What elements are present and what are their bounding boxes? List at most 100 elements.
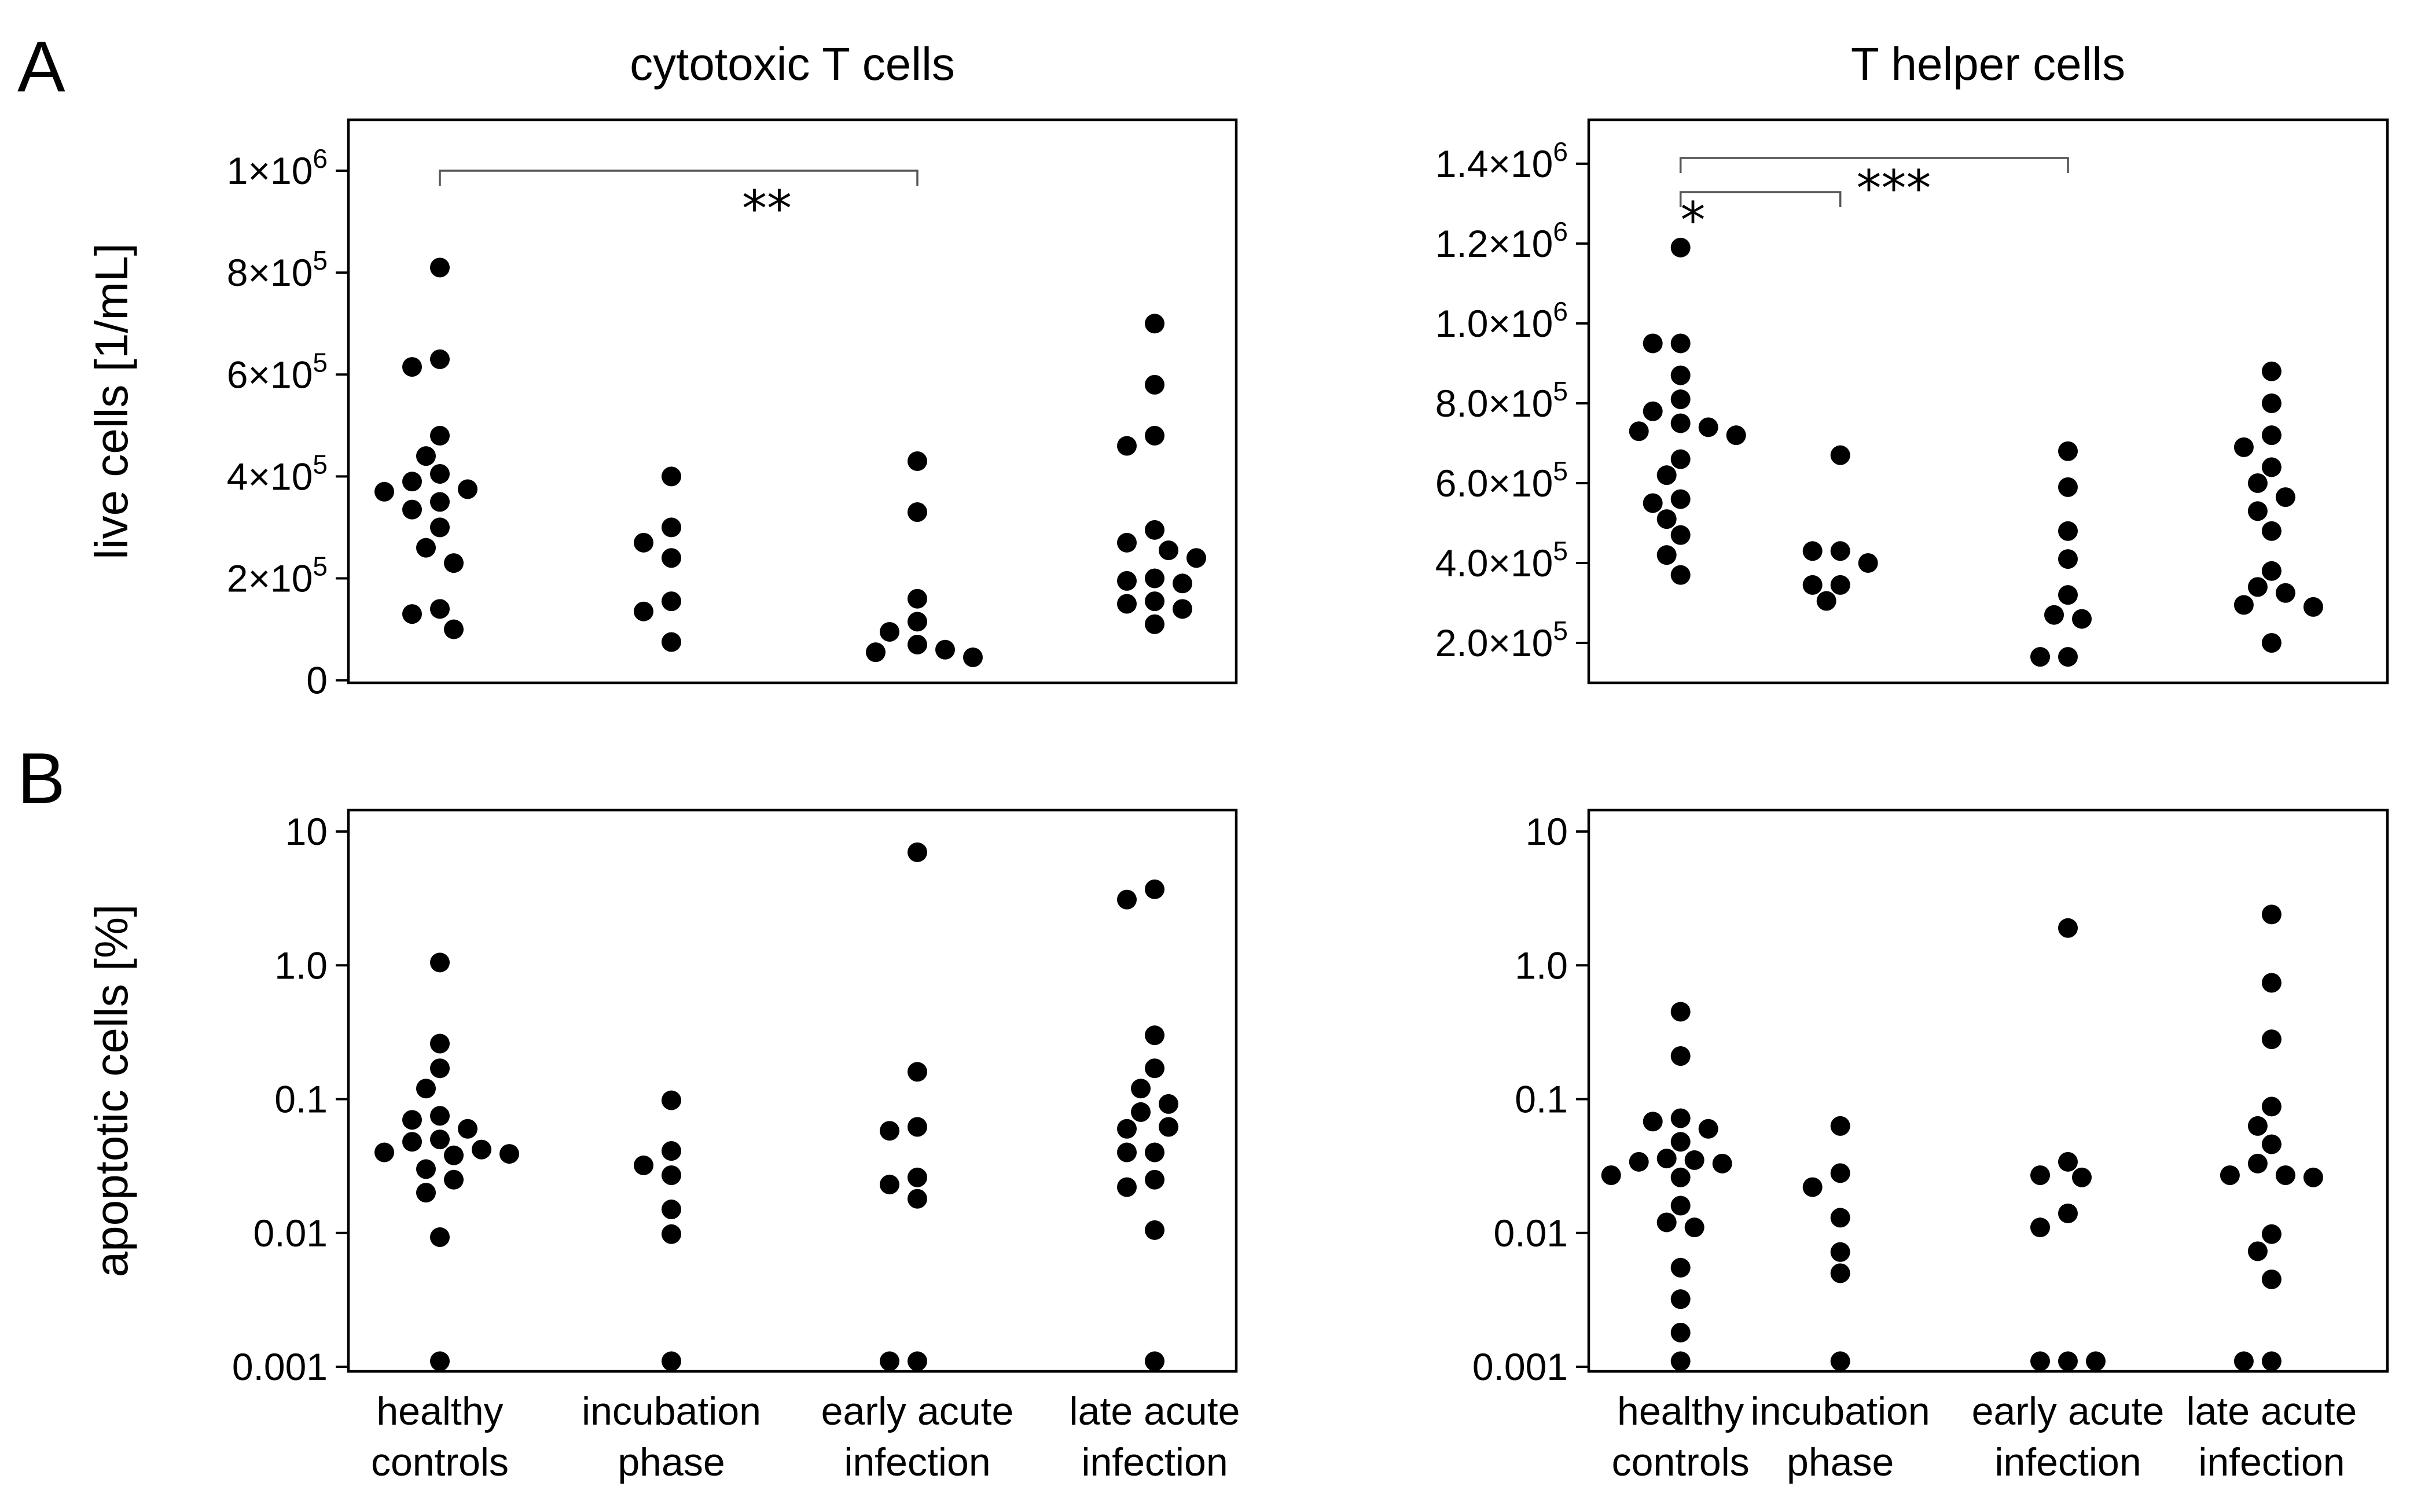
data-point [1712,1153,1732,1173]
data-point [2247,577,2268,597]
data-point [908,634,927,654]
data-point [1643,401,1663,421]
data-point [1726,425,1746,446]
data-point [402,499,422,520]
data-point [1684,1150,1704,1170]
data-point [430,1058,450,1079]
data-point [430,257,450,278]
data-point [662,1200,681,1220]
y-tick-label: 1×106 [227,144,328,192]
y-axis-label: apoptotic cells [%] [86,904,137,1278]
data-point [1656,1149,1677,1169]
category-label-line1: early acute [821,1389,1014,1433]
data-point [634,601,653,621]
data-point [430,599,450,619]
data-point [2247,1241,2268,1261]
panel-label-b: B [17,739,65,819]
data-point [1670,1257,1691,1278]
data-point [908,612,927,632]
data-point [1643,1112,1663,1132]
data-point [1830,1208,1850,1228]
chart-title: cytotoxic T cells [630,38,955,90]
data-point [1117,1119,1137,1139]
data-point [2247,501,2268,521]
category-label-line2: controls [371,1440,509,1484]
data-point [1670,1002,1691,1022]
data-point [1629,421,1649,442]
data-point [2233,1351,2254,1371]
y-tick-label: 0.01 [1494,1212,1568,1255]
data-point [444,1145,464,1165]
data-point [2044,605,2064,625]
significance-bracket [1679,191,1842,207]
data-point [2261,521,2282,541]
data-point [1145,1058,1164,1079]
data-point [1656,465,1677,485]
data-point [430,425,450,446]
data-point [1117,1177,1137,1197]
data-point [1117,436,1137,456]
category-label-line1: incubation [582,1389,761,1433]
category-label-line2: controls [1612,1440,1750,1484]
data-point [662,1141,681,1161]
data-point [1670,489,1691,509]
data-point [662,548,681,568]
data-point [1670,449,1691,469]
data-point [1601,1165,1621,1185]
data-point [2261,457,2282,477]
y-axis-label: live cells [1/mL] [86,243,137,560]
data-point [1670,1167,1691,1187]
data-point [499,1144,519,1164]
y-tick-label: 1.0×106 [1435,296,1568,345]
data-point [2030,1351,2050,1371]
data-point [2275,583,2295,603]
data-point [430,1130,450,1150]
data-point [908,1351,927,1371]
data-point [2261,361,2282,381]
data-point [402,1132,422,1152]
data-point [1684,1217,1704,1238]
data-point [1670,1046,1691,1066]
data-point [1816,591,1836,611]
data-point [2030,1217,2050,1238]
data-point [1670,1195,1691,1216]
data-point [1629,1152,1649,1172]
data-point [1802,541,1823,561]
plot-frame [1587,808,2389,1373]
data-point [430,952,450,973]
y-tick-label: 4×105 [227,449,328,498]
significance-label: *** [1857,160,1931,218]
data-point [2261,1134,2282,1154]
data-point [402,357,422,377]
data-point [1145,1142,1164,1162]
data-point [430,1227,450,1248]
data-point [662,1165,681,1185]
data-point [2220,1165,2240,1185]
data-point [1670,1322,1691,1342]
data-point [1159,1117,1178,1137]
data-point [908,1062,927,1082]
data-point [2247,1153,2268,1173]
data-point [662,632,681,652]
data-point [1145,374,1164,395]
data-point [1670,237,1691,257]
data-point [2072,609,2092,629]
y-tick-label: 0.1 [274,1078,328,1121]
data-point [634,1155,653,1175]
y-tick-label: 0.001 [232,1345,328,1388]
category-label-line1: healthy [1617,1389,1744,1433]
data-point [662,1090,681,1110]
data-point [2261,561,2282,581]
data-point [1145,1169,1164,1190]
y-tick-label: 10 [1526,810,1568,853]
data-point [2303,597,2323,617]
data-point [908,502,927,523]
data-point [2058,647,2078,667]
data-point [430,1033,450,1054]
data-point [1131,1079,1151,1099]
data-point [430,492,450,512]
data-point [2261,1224,2282,1244]
data-point [1145,1025,1164,1046]
y-tick-label: 2×105 [227,551,328,599]
data-point [416,538,436,558]
